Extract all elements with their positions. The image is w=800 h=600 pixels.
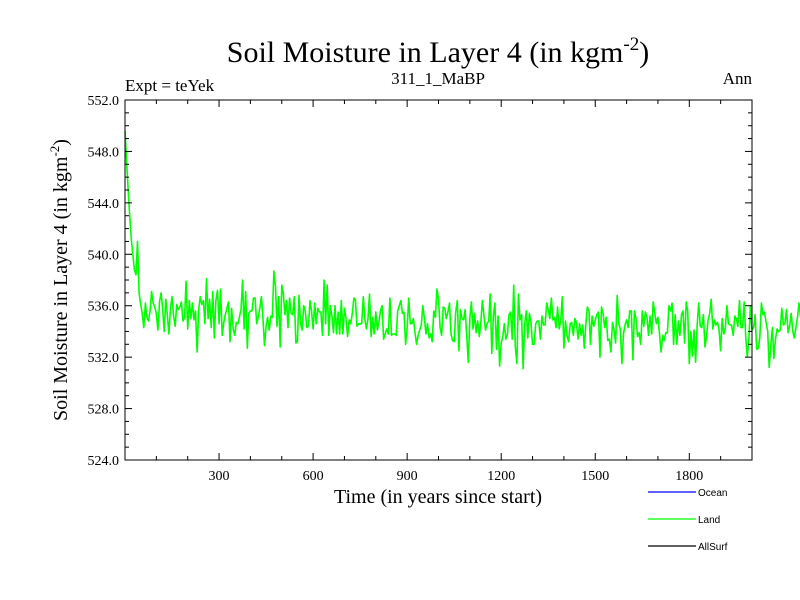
legend-label-allsurf: AllSurf [698, 542, 728, 553]
x-tick-label: 1500 [581, 469, 609, 484]
y-tick-label: 552.0 [88, 94, 120, 109]
legend-label-land: Land [698, 515, 720, 526]
chart-title: Soil Moisture in Layer 4 (in kgm-2) [227, 34, 649, 69]
y-axis-label-close: ) [50, 139, 72, 146]
chart-title-main: Soil Moisture in Layer 4 (in kgm [227, 36, 624, 69]
subtitle-right: Ann [723, 69, 753, 88]
y-tick-label: 532.0 [88, 351, 120, 366]
x-tick-label: 600 [303, 469, 324, 484]
x-tick-label: 300 [209, 469, 230, 484]
y-tick-label: 524.0 [88, 454, 120, 469]
data-layer [124, 130, 800, 370]
x-tick-label: 900 [397, 469, 418, 484]
y-tick-label: 536.0 [88, 300, 120, 315]
y-tick-label: 528.0 [88, 403, 120, 418]
x-axis-label: Time (in years since start) [334, 486, 542, 508]
x-tick-label: 1800 [675, 469, 703, 484]
y-axis-label-sup: -2 [47, 146, 62, 157]
y-axis-label: Soil Moisture in Layer 4 (in kgm-2) [47, 139, 72, 421]
plot-frame [124, 99, 753, 461]
axis-layer: 524.0 528.0 532.0 536.0 540.0 544.0 548.0 552.0… [88, 94, 752, 484]
series-line-land [124, 130, 800, 370]
legend-label-ocean: Ocean [698, 488, 727, 499]
y-tick-label: 540.0 [88, 248, 120, 263]
chart-title-close: ) [639, 36, 649, 69]
y-tick-label: 548.0 [88, 145, 120, 160]
y-tick-label: 544.0 [88, 197, 120, 212]
subtitle-center: 311_1_MaBP [391, 69, 485, 88]
chart-title-sup: -2 [623, 34, 639, 55]
y-axis-label-main: Soil Moisture in Layer 4 (in kgm [50, 156, 72, 421]
subtitle-left: Expt = teYek [125, 76, 215, 95]
legend: Ocean Land AllSurf [648, 488, 728, 553]
x-tick-label: 1200 [487, 469, 515, 484]
